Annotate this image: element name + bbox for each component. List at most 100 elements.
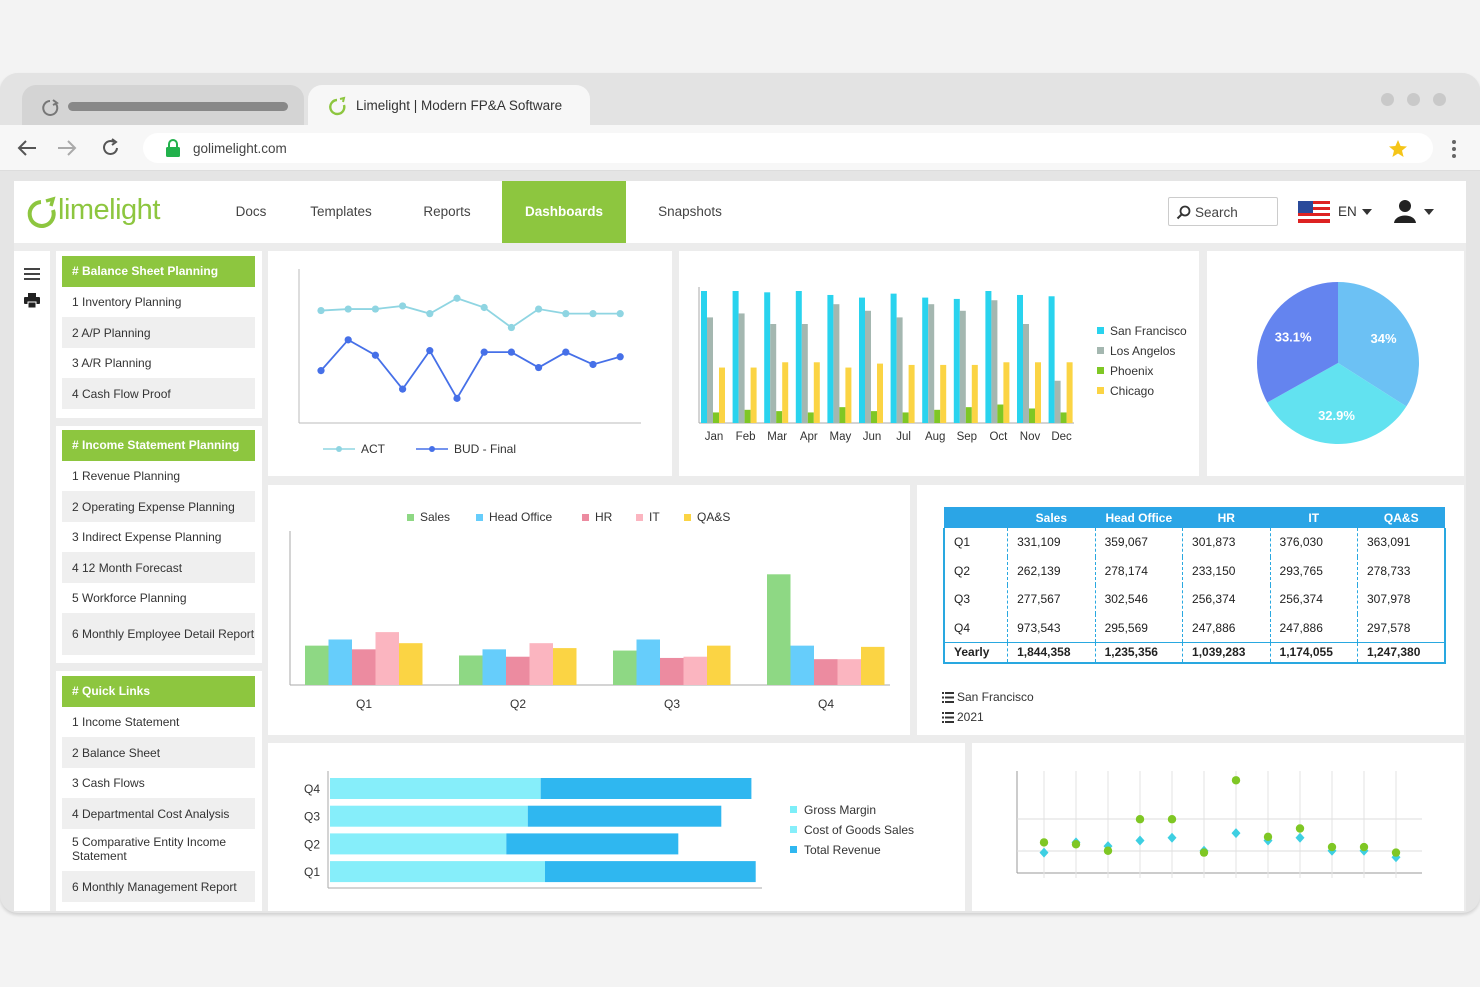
filter-label-year[interactable]: 2021 — [957, 710, 984, 724]
sidebar-item-monthly-management[interactable]: 6 Monthly Management Report — [62, 871, 255, 902]
bar — [833, 304, 840, 423]
data-point — [371, 351, 379, 359]
scatter-point-diamond — [1039, 847, 1049, 858]
table-cell: 1,039,283 — [1182, 641, 1271, 664]
legend-swatch — [1097, 347, 1104, 354]
limelight-logo[interactable]: limelight — [24, 194, 184, 232]
sidebar-item-inventory-planning[interactable]: 1 Inventory Planning — [72, 295, 182, 309]
sidebar-item-monthly-employee-detail[interactable]: 6 Monthly Employee Detail Report — [62, 613, 255, 655]
active-tab[interactable]: Limelight | Modern FP&A Software — [308, 85, 590, 125]
hamburger-menu-icon[interactable] — [24, 267, 40, 281]
slice-label: 33.1% — [1275, 330, 1312, 345]
sidebar-item-revenue-planning[interactable]: 1 Revenue Planning — [72, 469, 181, 483]
scatter-point-circle — [1359, 842, 1369, 852]
data-point — [453, 394, 461, 402]
legend-swatch — [407, 514, 414, 521]
column-header[interactable]: QA&S — [1357, 507, 1445, 528]
chevron-down-icon — [1362, 209, 1372, 215]
slice-label: 34% — [1371, 331, 1397, 346]
column-header[interactable]: Head Office — [1095, 507, 1183, 528]
window-control-dot[interactable] — [1433, 93, 1446, 106]
window-control-dot[interactable] — [1407, 93, 1420, 106]
x-tick-label: Jul — [896, 431, 911, 443]
url-field[interactable]: golimelight.com — [143, 133, 1433, 163]
table-cell: 233,150 — [1182, 556, 1271, 585]
bar — [707, 645, 731, 685]
legend-label: Los Angelos — [1110, 344, 1175, 358]
print-icon[interactable] — [24, 293, 40, 308]
section-header-quick-links[interactable]: # Quick Links — [62, 676, 255, 707]
sidebar-item-workforce-planning[interactable]: 5 Workforce Planning — [72, 591, 187, 605]
sidebar-item-cash-flows[interactable]: 3 Cash Flows — [72, 776, 145, 790]
kebab-menu-icon[interactable] — [1450, 139, 1458, 159]
list-filter-icon — [942, 692, 954, 703]
data-point — [426, 310, 434, 318]
legend-swatch — [790, 826, 797, 833]
horizontal-bar-chart: Q4 Q3 Q2 Q1 Gross Margin Cost of Goods Sales T… — [304, 771, 914, 889]
refresh-icon[interactable] — [100, 137, 122, 159]
sidebar-item-balance-sheet[interactable]: 2 Balance Sheet — [62, 737, 255, 768]
sidebar-item-income-statement[interactable]: 1 Income Statement — [72, 715, 180, 729]
legend-label-bud-final: BUD - Final — [454, 442, 516, 456]
bar — [529, 643, 553, 685]
sidebar-item-12-month-forecast[interactable]: 4 12 Month Forecast — [62, 552, 255, 583]
us-flag-icon[interactable] — [1298, 201, 1330, 223]
bar — [707, 317, 713, 423]
nav-reports[interactable]: Reports — [423, 204, 471, 219]
table-cell: 256,374 — [1182, 585, 1271, 614]
data-table: Sales Head Office HR IT QA&S Q1 331,109 359,06… — [943, 507, 1446, 664]
tab-title-placeholder — [68, 102, 288, 111]
bar — [902, 412, 909, 423]
column-header[interactable]: Sales — [1007, 507, 1096, 528]
y-tick-label: Q1 — [304, 865, 320, 879]
section-header-income-statement[interactable]: # Income Statement Planning — [62, 430, 255, 461]
search-input[interactable]: Search — [1168, 197, 1278, 226]
browser-window: Limelight | Modern FP&A Software golimel… — [0, 73, 1480, 913]
column-header[interactable]: IT — [1270, 507, 1358, 528]
sidebar-item-operating-expense[interactable]: 2 Operating Expense Planning — [62, 491, 255, 522]
bar — [305, 645, 329, 685]
language-label[interactable]: EN — [1338, 204, 1357, 219]
inactive-tab[interactable] — [22, 85, 304, 125]
sidebar-item-departmental-cost[interactable]: 4 Departmental Cost Analysis — [62, 798, 255, 829]
star-icon[interactable] — [1388, 139, 1408, 159]
bar — [790, 645, 814, 685]
nav-templates[interactable]: Templates — [310, 204, 372, 219]
bar — [1035, 362, 1041, 423]
data-point — [562, 348, 570, 356]
bar — [839, 407, 846, 423]
sidebar-item-indirect-expense[interactable]: 3 Indirect Expense Planning — [72, 530, 222, 544]
x-tick-label: Mar — [767, 431, 787, 443]
list-filter-icon — [942, 712, 954, 723]
forward-arrow-icon[interactable] — [56, 138, 78, 158]
nav-dashboards[interactable]: Dashboards — [502, 181, 626, 243]
slice-label: 32.9% — [1318, 408, 1355, 423]
back-arrow-icon[interactable] — [16, 138, 38, 158]
table-row: Q4 973,543 295,569 247,886 247,886 297,578 — [943, 613, 1446, 642]
sidebar-item-comparative-entity[interactable]: 5 Comparative Entity Income Statement — [72, 835, 227, 863]
table-cell: 307,978 — [1356, 585, 1446, 614]
nav-snapshots[interactable]: Snapshots — [658, 204, 722, 219]
table-cell: 278,174 — [1094, 556, 1183, 585]
legend-label: Phoenix — [1110, 364, 1153, 378]
data-point — [344, 336, 352, 344]
sidebar-item-ap-planning[interactable]: 2 A/P Planning — [62, 317, 255, 348]
legend-label: San Francisco — [1110, 324, 1187, 338]
sidebar-item-ar-planning[interactable]: 3 A/R Planning — [72, 356, 152, 370]
table-row: Yearly 1,844,358 1,235,356 1,039,283 1,174,0… — [943, 641, 1446, 664]
bar — [807, 412, 814, 423]
window-control-dot[interactable] — [1381, 93, 1394, 106]
data-point — [589, 310, 597, 318]
legend-swatch — [1097, 367, 1104, 374]
bar — [770, 324, 777, 423]
nav-docs[interactable]: Docs — [235, 204, 267, 219]
column-header[interactable]: HR — [1182, 507, 1271, 528]
column-header[interactable] — [944, 507, 1008, 528]
section-header-balance-sheet[interactable]: # Balance Sheet Planning — [62, 256, 255, 287]
bar — [991, 300, 998, 423]
bar — [877, 363, 883, 423]
user-icon[interactable] — [1394, 199, 1420, 225]
scatter-chart-panel — [972, 743, 1464, 911]
sidebar-item-cash-flow-proof[interactable]: 4 Cash Flow Proof — [62, 378, 255, 409]
filter-label-location[interactable]: San Francisco — [957, 690, 1034, 704]
